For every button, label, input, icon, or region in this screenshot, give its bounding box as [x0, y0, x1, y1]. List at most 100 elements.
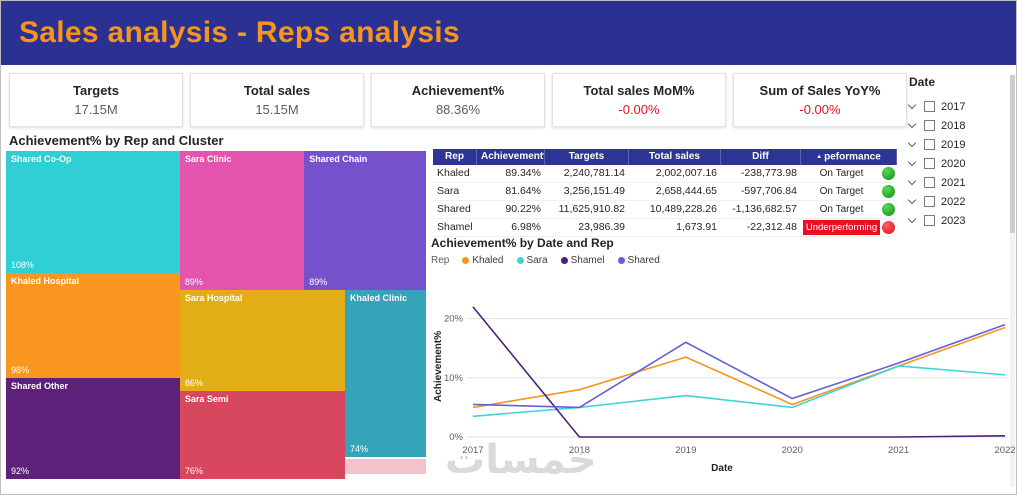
chevron-down-icon[interactable] — [907, 214, 917, 224]
legend-dot-icon — [617, 257, 625, 264]
chevron-down-icon[interactable] — [907, 195, 917, 205]
year-label: 2021 — [941, 176, 966, 189]
cell-rep: Khaled — [437, 167, 470, 179]
year-label: 2020 — [941, 157, 966, 170]
column-header-achievement[interactable]: Achievement% — [477, 149, 545, 165]
legend-label: Shared — [627, 255, 660, 266]
tile-value: 89% — [184, 277, 203, 288]
column-header-diff[interactable]: Diff — [721, 149, 801, 165]
kpi-value: 88.36% — [435, 102, 481, 117]
kpi-card-targets[interactable]: Targets 17.15M — [9, 73, 183, 127]
chevron-down-icon[interactable] — [907, 176, 917, 186]
kpi-value: 17.15M — [74, 102, 118, 117]
checkbox-2018[interactable] — [924, 120, 935, 131]
treemap: Shared Co-Op 108% Sara Clinic 89% Shared Cha… — [6, 151, 426, 479]
column-header-targets[interactable]: Targets — [545, 149, 629, 165]
cell-rep: Shamel — [437, 221, 473, 233]
column-header-rep[interactable]: Rep — [433, 149, 477, 165]
legend-label: Sara — [526, 255, 548, 266]
treemap-tile-khaled-hospital[interactable]: Khaled Hospital 98% — [6, 273, 180, 378]
table-row-shared[interactable]: Shared 90.22% 11,625,910.82 10,489,228.26 -1… — [433, 201, 897, 219]
chevron-down-icon[interactable] — [907, 119, 917, 129]
legend-item-shamel[interactable]: Shamel — [560, 255, 605, 266]
treemap-tile-sara-hospital[interactable]: Sara Hospital 86% — [179, 290, 345, 392]
date-slicer-item-2019[interactable]: 2019 — [907, 135, 1009, 154]
table-row-shamel[interactable]: Shamel 6.98% 23,986.39 1,673.91 -22,312.48 Un… — [433, 219, 897, 237]
watermark: خمسات — [445, 437, 597, 483]
status-green-icon — [882, 167, 895, 180]
x-tick-label: 2020 — [782, 445, 803, 456]
table-row-khaled[interactable]: Khaled 89.34% 2,240,781.14 2,002,007.16 -238… — [433, 165, 897, 183]
legend-dot-icon — [516, 257, 524, 264]
kpi-row: Targets 17.15M Total sales 15.15M Achievemen… — [9, 73, 907, 127]
kpi-value: -0.00% — [618, 102, 660, 117]
kpi-label: Sum of Sales YoY% — [759, 83, 881, 98]
date-slicer: Date 2017 2018 2019 2020 2021 2022 2023 — [907, 75, 1009, 230]
legend-title: Rep — [431, 255, 450, 266]
year-label: 2017 — [941, 100, 966, 113]
kpi-card-sum-of-sales-yoy[interactable]: Sum of Sales YoY% -0.00% — [733, 73, 907, 127]
performance-label: On Target — [819, 204, 864, 215]
kpi-card-total-sales[interactable]: Total sales 15.15M — [190, 73, 364, 127]
treemap-tile-shared-chain[interactable]: Shared Chain 89% — [304, 151, 426, 291]
cell-achievement: 6.98% — [511, 221, 541, 233]
kpi-card-achievement[interactable]: Achievement% 88.36% — [371, 73, 545, 127]
tile-value: 108% — [11, 260, 35, 271]
table-row-sara[interactable]: Sara 81.64% 3,256,151.49 2,658,444.65 -597,7… — [433, 183, 897, 201]
date-slicer-item-2022[interactable]: 2022 — [907, 192, 1009, 211]
line-chart-plot[interactable]: 0% 10% 20% 2017 2018 2019 2020 2021 2022 — [429, 277, 1015, 467]
date-slicer-item-2021[interactable]: 2021 — [907, 173, 1009, 192]
line-chart-section: Achievement% by Date and Rep Rep Khaled S… — [429, 233, 1015, 494]
line-series-shared[interactable] — [472, 323, 1006, 409]
chevron-down-icon[interactable] — [907, 100, 917, 110]
cell-performance: On Target — [801, 165, 897, 182]
cell-performance: On Target — [801, 201, 897, 218]
scrollbar[interactable] — [1010, 75, 1015, 487]
chevron-down-icon[interactable] — [907, 157, 917, 167]
treemap-tile-shared-co-op[interactable]: Shared Co-Op 108% — [6, 151, 180, 274]
checkbox-2022[interactable] — [924, 196, 935, 207]
scrollbar-thumb[interactable] — [1010, 75, 1015, 233]
x-tick-label: 2021 — [888, 445, 909, 456]
treemap-tile-khaled-clinic[interactable]: Khaled Clinic 74% — [344, 290, 426, 457]
column-header-total_sales[interactable]: Total sales — [629, 149, 721, 165]
treemap-tile-unlabeled[interactable] — [344, 458, 426, 474]
legend-dot-icon — [462, 257, 470, 264]
date-slicer-item-2017[interactable]: 2017 — [907, 97, 1009, 116]
x-tick-label: 2017 — [462, 445, 483, 456]
legend-item-khaled[interactable]: Khaled — [462, 255, 504, 266]
checkbox-2019[interactable] — [924, 139, 935, 150]
cell-total_sales: 2,002,007.16 — [655, 167, 717, 179]
performance-label: Underperforming — [803, 220, 880, 235]
checkbox-2021[interactable] — [924, 177, 935, 188]
legend-label: Khaled — [472, 255, 504, 266]
chart-title: Achievement% by Date and Rep — [431, 236, 614, 250]
date-slicer-item-2023[interactable]: 2023 — [907, 211, 1009, 230]
column-header-performance[interactable]: ▲ peformance — [801, 149, 897, 165]
checkbox-2017[interactable] — [924, 101, 935, 112]
checkbox-2020[interactable] — [924, 158, 935, 169]
date-slicer-item-2020[interactable]: 2020 — [907, 154, 1009, 173]
tile-name: Shared Co-Op — [11, 154, 72, 164]
tile-value: 98% — [11, 364, 30, 375]
performance-label: On Target — [819, 168, 864, 179]
treemap-tile-shared-other[interactable]: Shared Other 92% — [6, 377, 180, 479]
checkbox-2023[interactable] — [924, 215, 935, 226]
treemap-tile-sara-semi[interactable]: Sara Semi 76% — [179, 391, 345, 479]
x-tick-label: 2022 — [994, 445, 1015, 456]
line-series-shamel[interactable] — [472, 306, 1006, 438]
line-series-khaled[interactable] — [472, 326, 1006, 409]
chevron-down-icon[interactable] — [907, 138, 917, 148]
date-slicer-item-2018[interactable]: 2018 — [907, 116, 1009, 135]
kpi-label: Total sales MoM% — [583, 83, 695, 98]
legend-item-sara[interactable]: Sara — [516, 255, 548, 266]
tile-value: 74% — [349, 443, 368, 454]
kpi-card-total-sales-mom[interactable]: Total sales MoM% -0.00% — [552, 73, 726, 127]
treemap-tile-sara-clinic[interactable]: Sara Clinic 89% — [179, 151, 305, 291]
legend-item-shared[interactable]: Shared — [617, 255, 660, 266]
line-series-sara[interactable] — [472, 365, 1006, 418]
header: Sales analysis - Reps analysis — [1, 1, 1016, 65]
x-tick-label: 2018 — [569, 445, 590, 456]
